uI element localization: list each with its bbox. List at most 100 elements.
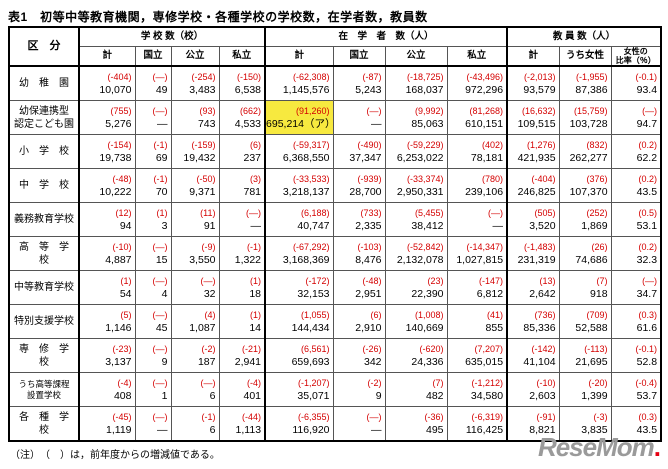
data-cell: (-3) 3,835 — [558, 406, 612, 442]
change-value: (—) — [152, 344, 168, 355]
data-cell: (-59,317) 6,368,550 — [264, 134, 334, 170]
current-value: 262,277 — [569, 151, 608, 164]
data-cell: (-150) 6,538 — [218, 65, 266, 102]
current-value: 9,371 — [189, 185, 216, 198]
change-value: (1) — [250, 276, 262, 287]
current-value: 6 — [209, 389, 216, 402]
current-value: 28,700 — [349, 185, 382, 198]
data-cell: (93) 743 — [170, 100, 220, 136]
current-value: 3,218,137 — [282, 185, 330, 198]
stats-table: 区 分 学 校 数（校） 在 学 者 数（人） 教 員 数（人） 計 国立 公立… — [8, 26, 663, 443]
change-value: (—) — [200, 276, 216, 287]
data-cell: (402) 78,181 — [446, 134, 508, 170]
current-value: 70 — [155, 185, 168, 198]
change-value: (-52,842) — [407, 242, 444, 253]
change-value: (6,188) — [301, 208, 330, 219]
current-value: 4,533 — [234, 117, 262, 130]
data-cell: (5,455) 38,412 — [384, 202, 448, 238]
current-value: 49 — [155, 83, 168, 96]
table-row: 特別支援学校 (5) 1,146 (—) 45 (4) 1,087 (1) 14 (1,055) 1… — [8, 304, 662, 340]
data-cell: (1,055) 144,434 — [264, 304, 334, 340]
page-title: 表1 初等中等教育機関，専修学校・各種学校の学校数，在学者数，教員数 — [8, 10, 428, 24]
data-cell: (7,207) 635,015 — [446, 338, 508, 374]
change-value: (0.3) — [638, 412, 658, 423]
data-cell: (6,561) 659,693 — [264, 338, 334, 374]
subheader-students-national: 国立 — [332, 46, 386, 68]
change-value: (-0.1) — [635, 344, 658, 355]
data-cell: (0.3) 43.5 — [610, 406, 662, 442]
current-value: 35,071 — [297, 389, 330, 402]
current-value: 2,132,078 — [396, 253, 444, 266]
data-cell: (-33,533) 3,218,137 — [264, 168, 334, 204]
current-value: 231,319 — [517, 253, 556, 266]
current-value: 22,390 — [411, 287, 444, 300]
change-value: (6,561) — [301, 344, 330, 355]
data-cell: (709) 52,588 — [558, 304, 612, 340]
data-cell: (505) 3,520 — [506, 202, 560, 238]
data-cell: (-62,308) 1,145,576 — [264, 65, 334, 102]
change-value: (4) — [204, 310, 216, 321]
current-value: 187 — [197, 355, 216, 368]
data-cell: (-490) 37,347 — [332, 134, 386, 170]
row-label: 中等教育学校 — [8, 270, 80, 306]
current-value: 34,580 — [470, 389, 504, 402]
current-value: 6,368,550 — [282, 151, 330, 164]
current-value: 32 — [203, 287, 216, 300]
change-value: (662) — [240, 106, 262, 117]
change-value: (-62,308) — [293, 72, 330, 83]
data-cell: (—) 34.7 — [610, 270, 662, 306]
data-cell: (-1) 69 — [134, 134, 172, 170]
current-value: 3 — [161, 219, 168, 232]
current-value: 659,693 — [291, 355, 330, 368]
current-value: 3,520 — [529, 219, 556, 232]
current-value: 9 — [161, 355, 168, 368]
change-value: (-113) — [584, 344, 608, 355]
current-value: 1,113 — [235, 423, 262, 436]
change-value: (-142) — [531, 344, 556, 355]
current-value: 116,425 — [465, 423, 504, 436]
current-value: — — [250, 219, 262, 232]
change-value: (505) — [534, 208, 556, 219]
current-value: 85,063 — [411, 117, 444, 130]
data-cell: (1) 3 — [134, 202, 172, 238]
data-cell: (0.2) 43.5 — [610, 168, 662, 204]
change-value: (736) — [534, 310, 556, 321]
data-cell: (0.3) 61.6 — [610, 304, 662, 340]
data-cell: (23) 22,390 — [384, 270, 448, 306]
change-value: (832) — [586, 140, 608, 151]
data-cell: (-10) 2,603 — [506, 372, 560, 408]
change-value: (-3) — [593, 412, 608, 423]
data-cell: (-26) 342 — [332, 338, 386, 374]
data-cell: (81,268) 610,151 — [446, 100, 508, 136]
change-value: (-45) — [112, 412, 132, 423]
change-value: (0.2) — [638, 242, 658, 253]
row-label: 中 学 校 — [8, 168, 80, 204]
current-value: 10,222 — [99, 185, 132, 198]
current-value: 2,950,331 — [396, 185, 444, 198]
current-value: 69 — [155, 151, 168, 164]
current-value: 5,276 — [105, 117, 132, 130]
current-value: 408 — [113, 389, 132, 402]
change-value: (-33,374) — [407, 174, 444, 185]
data-cell: (—) — — [134, 100, 172, 136]
subheader-students-public: 公立 — [384, 46, 448, 68]
data-cell: (7) 918 — [558, 270, 612, 306]
data-cell: (-404) 10,070 — [78, 65, 136, 102]
current-value: 6,538 — [234, 83, 262, 96]
data-cell: (-404) 246,825 — [506, 168, 560, 204]
current-value: 1,087 — [189, 321, 216, 334]
current-value: 93,579 — [523, 83, 556, 96]
data-cell: (—) — — [332, 100, 386, 136]
current-value: 5,243 — [355, 83, 382, 96]
change-value: (-59,317) — [293, 140, 330, 151]
data-cell: (—) 49 — [134, 65, 172, 102]
data-cell: (-43,496) 972,296 — [446, 65, 508, 102]
data-cell: (755) 5,276 — [78, 100, 136, 136]
current-value: 246,825 — [517, 185, 556, 198]
current-value: 1,119 — [106, 423, 132, 436]
current-value: 18 — [249, 287, 262, 300]
data-cell: (-0.1) 52.8 — [610, 338, 662, 374]
row-label: 専 修 学 校 — [8, 338, 80, 374]
current-value: 94.7 — [636, 117, 658, 130]
